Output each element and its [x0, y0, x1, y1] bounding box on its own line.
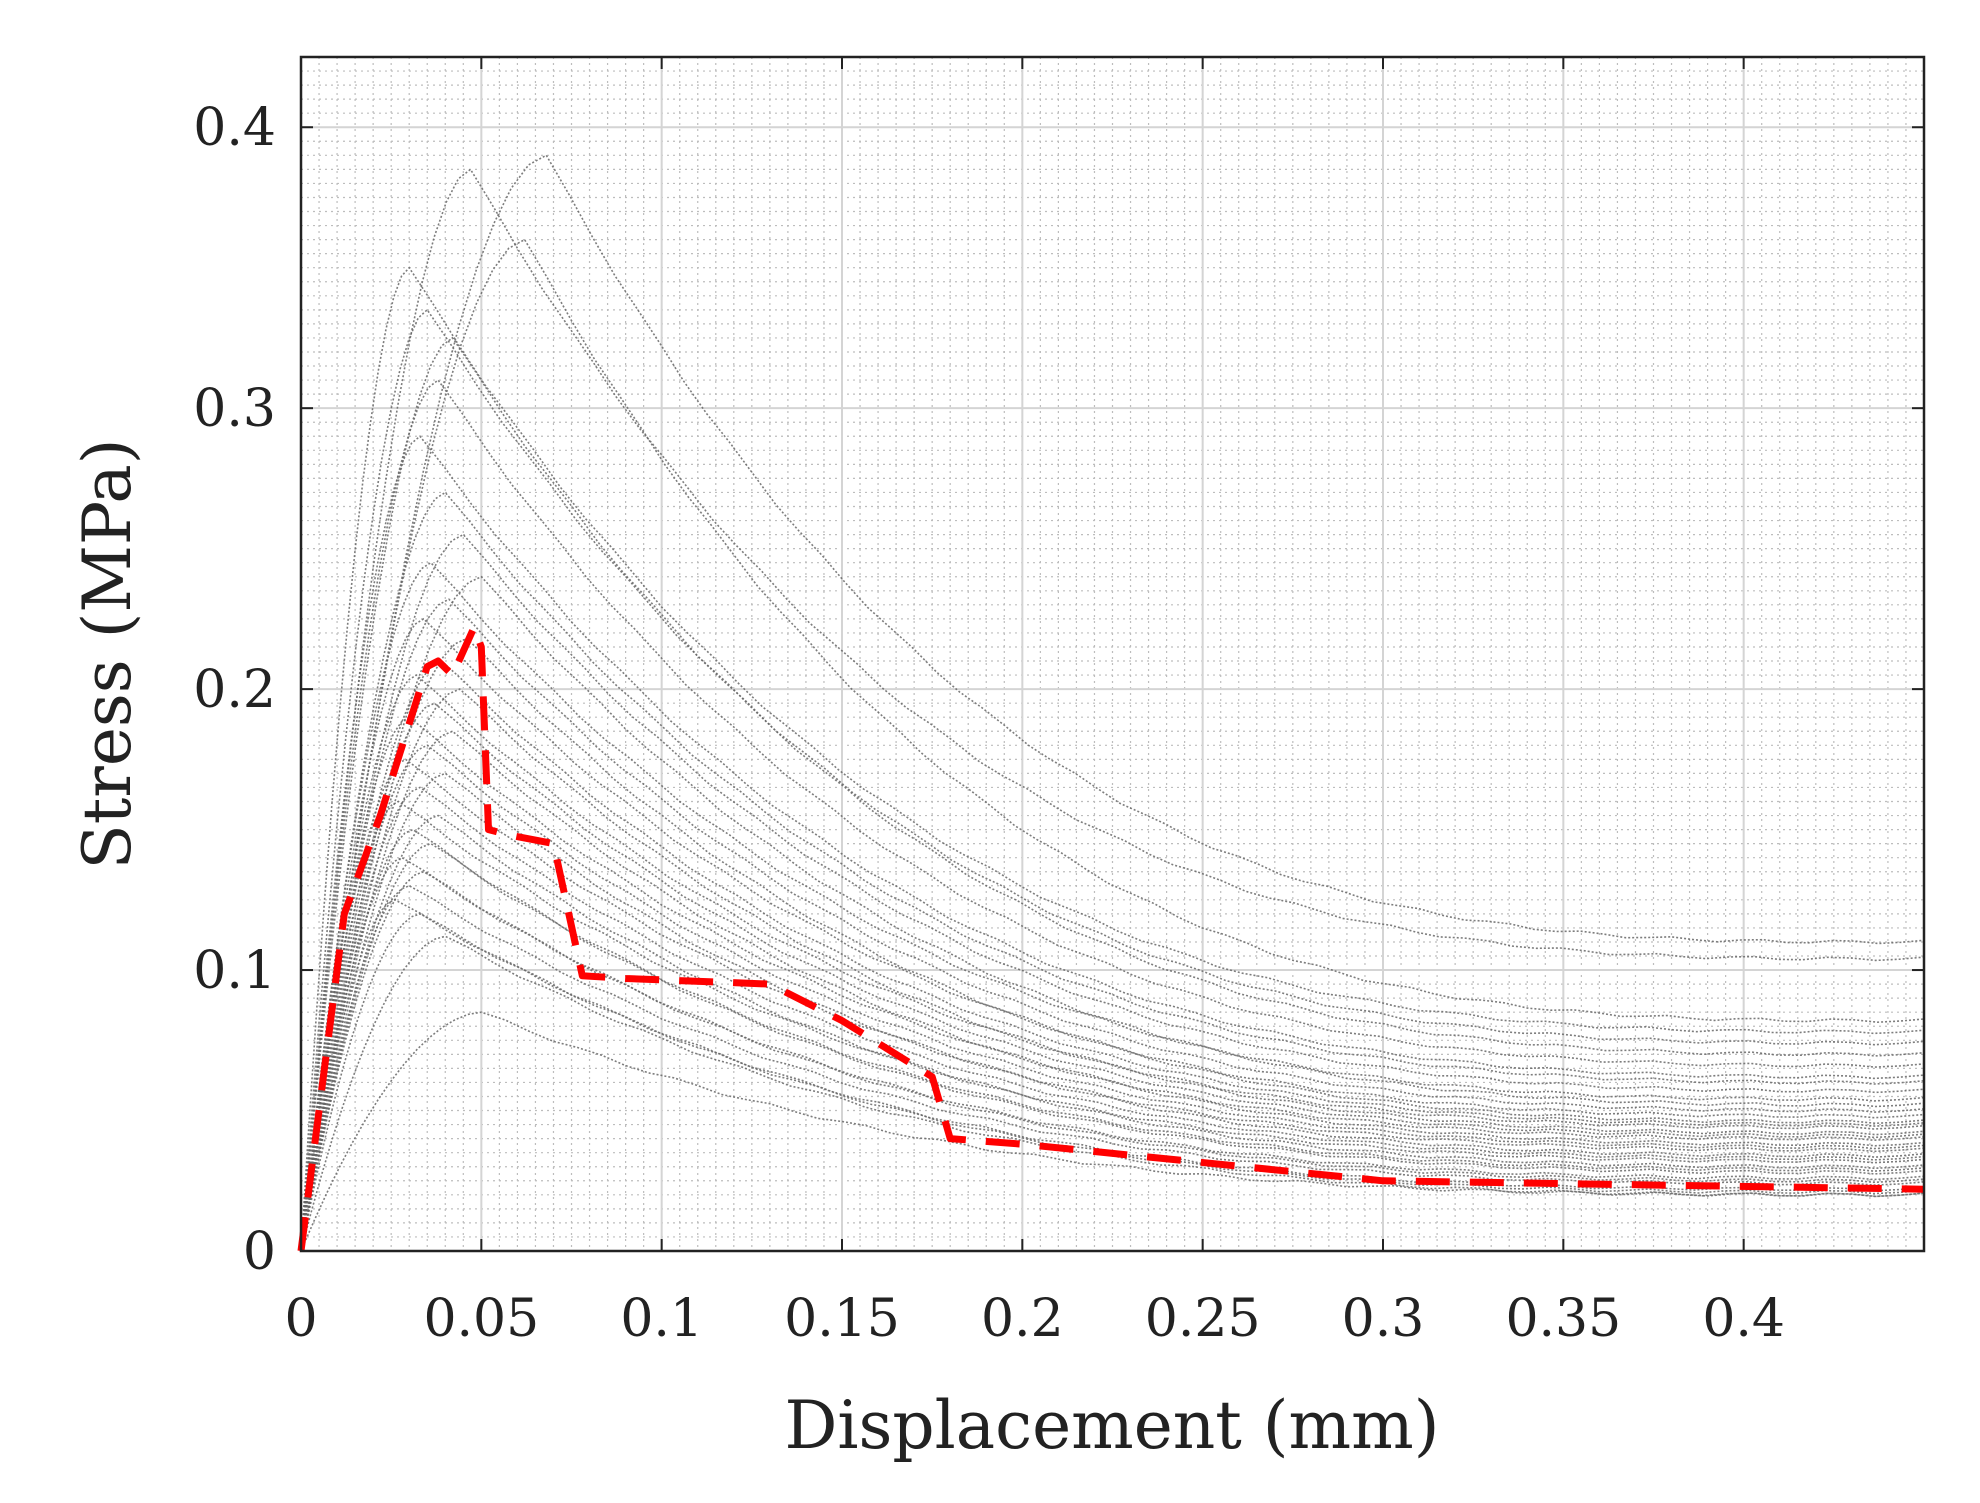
specimen-curve: [300, 660, 1925, 1252]
y-tick-label: 0: [243, 1222, 276, 1282]
y-tick-label: 0.2: [193, 660, 276, 720]
x-tick-label: 0.3: [1342, 1289, 1425, 1349]
axis-ticks: [300, 57, 1924, 1252]
specimen-curve: [300, 716, 1925, 1252]
x-tick-label: 0.15: [784, 1289, 900, 1349]
specimen-curve: [300, 744, 1925, 1252]
specimen-curve: [300, 828, 1925, 1252]
y-axis-title: Stress (MPa): [69, 439, 146, 870]
x-axis-title: Displacement (mm): [785, 1387, 1440, 1464]
x-tick-label: 0.4: [1702, 1289, 1785, 1349]
specimen-curve: [300, 935, 1925, 1252]
specimen-curves: [300, 154, 1925, 1252]
specimen-curve: [300, 308, 1925, 1252]
specimen-curve: [300, 598, 1925, 1252]
model-series-line: [297, 623, 1925, 1252]
model-series: [297, 623, 1925, 1252]
x-tick-label: 0.35: [1505, 1289, 1621, 1349]
x-tick-label: 0.05: [423, 1289, 539, 1349]
y-tick-label: 0.3: [193, 379, 276, 439]
specimen-curve: [300, 913, 1925, 1252]
y-tick-label: 0.4: [193, 98, 276, 158]
x-tick-label: 0.2: [981, 1289, 1064, 1349]
specimen-curve: [300, 730, 1925, 1252]
x-tick-labels: 0 0.05 0.1 0.15 0.2 0.25 0.3 0.35 0.4: [284, 1289, 1785, 1349]
specimen-curve: [300, 688, 1925, 1252]
specimen-curve: [300, 870, 1925, 1252]
specimen-curve: [300, 814, 1925, 1252]
specimen-curve: [300, 491, 1925, 1252]
specimen-curve: [300, 378, 1925, 1252]
specimen-curve: [300, 617, 1925, 1252]
specimen-curve: [300, 786, 1925, 1252]
x-tick-label: 0.1: [620, 1289, 703, 1349]
specimen-curve: [300, 435, 1925, 1252]
specimen-curve: [300, 168, 1925, 1252]
y-tick-labels: 0 0.1 0.2 0.3 0.4: [193, 98, 276, 1282]
specimen-curve: [300, 561, 1925, 1252]
specimen-curve: [300, 856, 1925, 1252]
specimen-curve: [300, 266, 1925, 1252]
specimen-curve: [300, 702, 1925, 1252]
specimen-curve: [300, 336, 1925, 1252]
specimen-curve: [300, 154, 1925, 1252]
x-tick-label: 0: [284, 1289, 317, 1349]
specimen-curve: [300, 533, 1925, 1252]
specimen-curve: [300, 1011, 1925, 1252]
y-tick-label: 0.1: [193, 941, 276, 1001]
specimen-curve: [300, 758, 1925, 1252]
plot-frame: [299, 55, 1926, 1253]
specimen-curve: [300, 842, 1925, 1252]
specimen-curve: [300, 674, 1925, 1252]
x-tick-label: 0.25: [1145, 1289, 1261, 1349]
specimen-curve: [300, 800, 1925, 1252]
specimen-curve: [300, 898, 1925, 1252]
specimen-curve: [300, 575, 1925, 1252]
specimen-curve: [300, 884, 1925, 1252]
